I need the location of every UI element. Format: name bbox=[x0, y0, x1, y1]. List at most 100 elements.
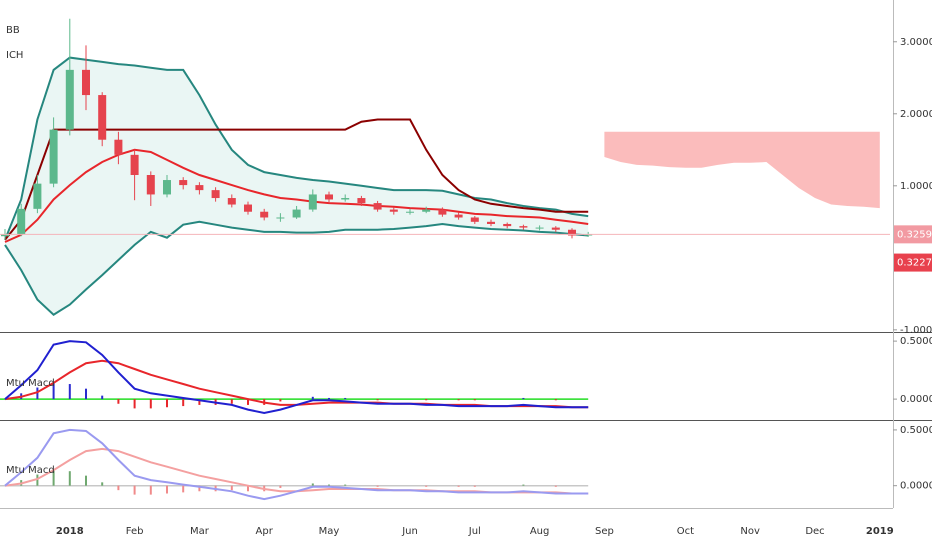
line bbox=[4, 148, 589, 243]
candle-body bbox=[422, 209, 431, 212]
indicator-label: Mtu Macd bbox=[6, 378, 55, 389]
histogram-bar bbox=[36, 474, 39, 486]
candle-body bbox=[373, 203, 382, 210]
histogram-bar bbox=[68, 471, 71, 486]
x-tick-label: 2018 bbox=[56, 526, 84, 537]
price-label-box bbox=[894, 225, 932, 244]
candle-body bbox=[130, 154, 139, 176]
x-tick-label: May bbox=[319, 526, 340, 537]
histogram-bar bbox=[522, 484, 525, 486]
candle-body bbox=[244, 204, 252, 212]
histogram-bar bbox=[133, 485, 136, 495]
histogram-bar bbox=[182, 485, 185, 493]
candle-body bbox=[389, 209, 398, 212]
candle-body bbox=[503, 223, 512, 227]
histogram-bar bbox=[425, 485, 428, 487]
candle-body bbox=[195, 185, 204, 191]
price-label: 0.32277 bbox=[897, 258, 932, 269]
histogram-bar bbox=[166, 485, 168, 494]
histogram-bar bbox=[149, 399, 152, 409]
candle-body bbox=[454, 214, 463, 218]
histogram-bar bbox=[457, 485, 460, 487]
histogram-bar bbox=[182, 399, 185, 407]
candle-body bbox=[98, 95, 107, 140]
candle-body bbox=[49, 129, 58, 184]
candle-body bbox=[308, 194, 317, 210]
x-tick-label: Apr bbox=[256, 526, 274, 537]
histogram-bar bbox=[425, 399, 428, 401]
ichimoku-cloud bbox=[604, 131, 880, 209]
histogram-bar bbox=[149, 485, 152, 495]
indicator-label: BB bbox=[6, 25, 20, 36]
candle-body bbox=[568, 229, 576, 236]
histogram-bar bbox=[328, 397, 330, 400]
histogram-bar bbox=[311, 396, 314, 400]
x-tick-label: Feb bbox=[126, 526, 144, 537]
histogram-bar bbox=[117, 399, 120, 404]
x-tick-label: Sep bbox=[595, 526, 614, 537]
plot-area bbox=[0, 18, 880, 501]
y-tick-label: 0.5000 bbox=[900, 336, 932, 347]
candle-body bbox=[357, 198, 366, 204]
y-tick-label: 0.0000 bbox=[900, 481, 932, 492]
y-tick-label: 0.5000 bbox=[900, 425, 932, 436]
price-label-box bbox=[894, 253, 932, 272]
histogram-bar bbox=[52, 381, 55, 400]
candle-body bbox=[114, 139, 123, 155]
candle-body bbox=[438, 209, 447, 215]
x-tick-label: 2019 bbox=[866, 526, 894, 537]
histogram-bar bbox=[85, 475, 87, 486]
candle-body bbox=[470, 217, 479, 222]
candle-body bbox=[179, 180, 188, 186]
band-fill bbox=[5, 57, 589, 315]
histogram-bar bbox=[344, 484, 347, 486]
histogram-bar bbox=[344, 397, 347, 400]
histogram-bar bbox=[279, 399, 282, 402]
histogram-bar bbox=[101, 482, 104, 486]
x-tick-label: Jul bbox=[468, 526, 481, 537]
histogram-bar bbox=[522, 397, 525, 400]
histogram-bar bbox=[198, 485, 201, 492]
histogram-bar bbox=[376, 485, 379, 487]
band-line bbox=[4, 56, 589, 241]
candle-body bbox=[211, 190, 220, 199]
candle-body bbox=[260, 211, 269, 218]
candle-body bbox=[227, 198, 236, 205]
histogram-bar bbox=[36, 387, 39, 400]
histogram-bar bbox=[230, 485, 233, 491]
indicator-label: ICH bbox=[6, 50, 23, 61]
histogram-bar bbox=[328, 484, 330, 486]
histogram-bar bbox=[166, 399, 168, 408]
x-tick-label: Nov bbox=[740, 526, 760, 537]
histogram-bar bbox=[554, 485, 557, 487]
histogram-bar bbox=[247, 399, 249, 405]
candle-body bbox=[325, 194, 333, 200]
candle-body bbox=[406, 211, 414, 213]
band-line bbox=[4, 220, 589, 316]
candle-body bbox=[146, 175, 155, 195]
histogram-bar bbox=[247, 485, 249, 492]
histogram-bar bbox=[230, 399, 233, 404]
candle-body bbox=[535, 227, 544, 229]
candle-body bbox=[1, 234, 9, 237]
indicator-label: Mtu Macd bbox=[6, 465, 55, 476]
y-tick-label: 0.0000 bbox=[900, 394, 932, 405]
histogram-bar bbox=[376, 399, 379, 401]
histogram-bar bbox=[52, 468, 55, 486]
histogram-bar bbox=[311, 483, 314, 486]
candle-body bbox=[551, 227, 560, 230]
histogram-bar bbox=[279, 485, 282, 488]
histogram-bar bbox=[117, 485, 120, 491]
histogram-bar bbox=[133, 399, 136, 409]
candle-body bbox=[65, 69, 74, 130]
line bbox=[4, 340, 589, 415]
histogram-bar bbox=[101, 395, 104, 400]
candle-body bbox=[487, 221, 495, 224]
x-tick-label: Aug bbox=[530, 526, 550, 537]
price-label: 0.32591 bbox=[897, 229, 932, 240]
